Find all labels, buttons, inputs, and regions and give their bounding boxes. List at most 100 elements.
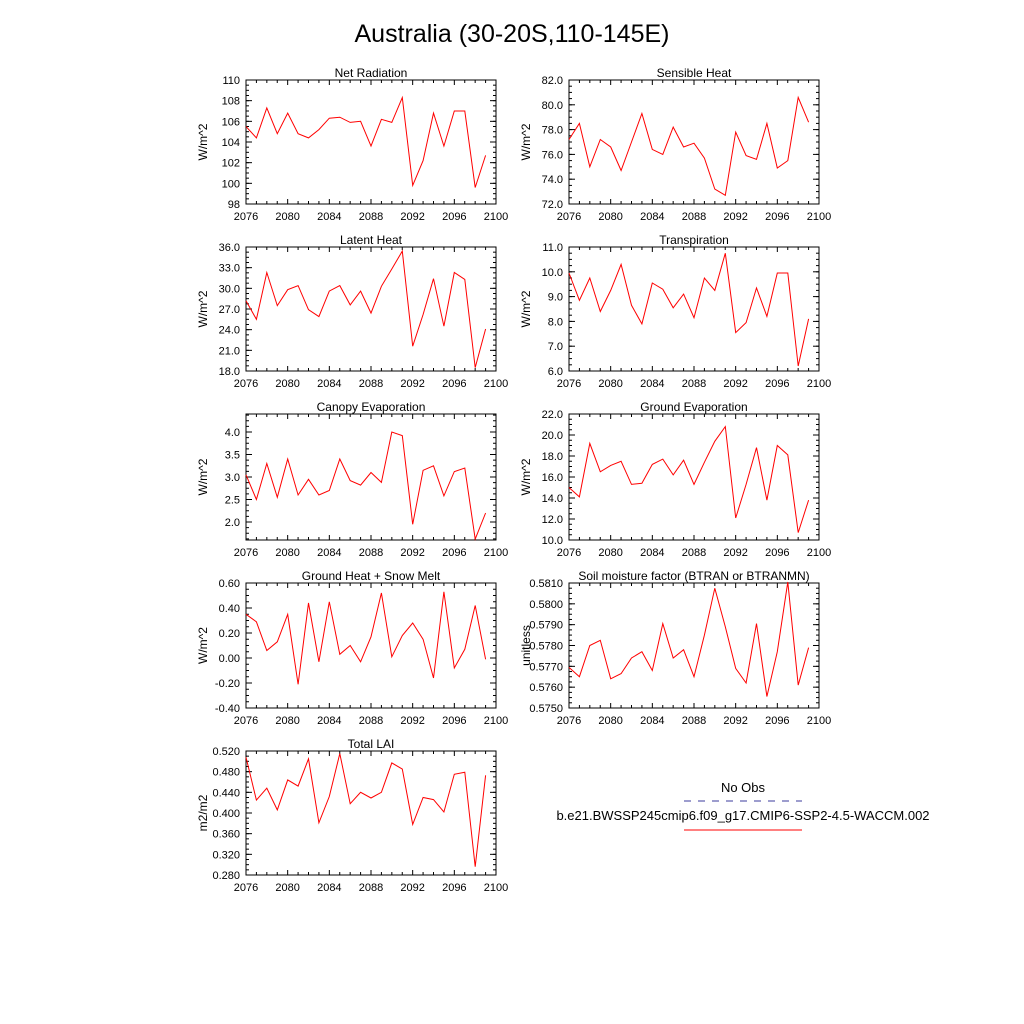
x-tick-label: 2092 [723,715,747,727]
x-tick-label: 2080 [598,547,622,559]
x-tick-label: 2096 [442,211,466,223]
panel-title: Ground Heat + Snow Melt [302,569,441,583]
x-tick-label: 2100 [807,211,831,223]
plot-frame [568,246,820,372]
plot-frame [245,246,497,372]
x-tick-label: 2076 [557,547,581,559]
x-tick-label: 2088 [682,378,706,390]
x-tick-label: 2088 [682,547,706,559]
legend: No Obs b.e21.BWSSP245cmip6.f09_g17.CMIP6… [556,780,930,831]
y-tick-label: 74.0 [542,174,563,186]
x-tick-label: 2084 [317,715,341,727]
x-tick-label: 2092 [400,211,424,223]
y-tick-label: 12.0 [542,514,563,526]
x-tick-label: 2088 [682,211,706,223]
x-tick-label: 2084 [317,547,341,559]
y-tick-label: 0.5760 [529,682,563,694]
x-tick-label: 2100 [484,547,508,559]
x-tick-label: 2084 [640,211,664,223]
y-tick-label: 8.0 [548,316,563,328]
y-tick-label: 2.0 [225,517,240,529]
plot-frame [245,750,497,876]
y-tick-label: 98 [228,199,240,211]
y-axis-label: W/m^2 [519,123,533,160]
y-tick-label: 0.480 [212,767,240,779]
y-tick-label: -0.40 [215,703,240,715]
y-tick-label: 10.0 [542,267,563,279]
x-tick-label: 2096 [765,211,789,223]
y-tick-label: 76.0 [542,149,563,161]
x-tick-label: 2096 [442,547,466,559]
x-tick-label: 2092 [400,882,424,894]
x-tick-label: 2076 [234,547,258,559]
y-tick-label: 20.0 [542,430,563,442]
x-tick-label: 2080 [275,211,299,223]
series-line [245,753,487,867]
y-tick-label: 0.360 [212,829,240,841]
panel: Ground Heat + Snow Melt W/m^2 2076 2080 2084… [196,569,508,727]
y-tick-label: 0.60 [219,578,240,590]
x-tick-label: 2076 [234,378,258,390]
y-tick-label: 2.5 [225,495,240,507]
y-tick-label: 36.0 [219,242,240,254]
y-axis-label: W/m^2 [519,458,533,495]
series-line [568,581,810,697]
x-tick-label: 2096 [442,378,466,390]
legend-model-label: b.e21.BWSSP245cmip6.f09_g17.CMIP6-SSP2-4… [556,808,929,823]
x-tick-label: 2088 [682,715,706,727]
y-tick-label: 0.5800 [529,599,563,611]
y-tick-label: 0.320 [212,849,240,861]
y-tick-label: 0.5770 [529,661,563,673]
y-axis-label: W/m^2 [196,123,210,160]
y-tick-label: 4.0 [225,427,240,439]
y-tick-label: 10.0 [542,535,563,547]
y-tick-label: 0.440 [212,787,240,799]
panel: Sensible Heat W/m^2 2076 2080 2084 2088 2092 20… [519,66,831,223]
x-tick-label: 2092 [400,715,424,727]
x-tick-label: 2080 [275,547,299,559]
x-tick-label: 2088 [359,211,383,223]
x-tick-label: 2092 [400,378,424,390]
series-line [245,591,487,685]
panel-title: Sensible Heat [657,66,732,80]
y-tick-label: 102 [222,158,240,170]
x-tick-label: 2076 [234,715,258,727]
y-tick-label: 0.20 [219,628,240,640]
x-tick-label: 2076 [557,378,581,390]
y-tick-label: 72.0 [542,199,563,211]
panel-title: Net Radiation [335,66,408,80]
x-tick-label: 2092 [723,378,747,390]
x-tick-label: 2100 [807,547,831,559]
plot-frame [568,413,820,541]
panel-title: Latent Heat [340,233,403,247]
y-tick-label: 110 [222,75,240,87]
x-tick-label: 2100 [807,715,831,727]
y-tick-label: 3.0 [225,472,240,484]
x-tick-label: 2080 [598,715,622,727]
y-tick-label: 18.0 [219,366,240,378]
y-tick-label: 16.0 [542,472,563,484]
series-line [245,95,487,188]
x-tick-label: 2076 [234,211,258,223]
y-tick-label: 0.520 [212,746,240,758]
y-tick-label: 30.0 [219,283,240,295]
y-tick-label: 14.0 [542,493,563,505]
plot-frame [245,413,497,541]
y-tick-label: 100 [222,178,240,190]
x-tick-label: 2088 [359,378,383,390]
y-tick-label: 0.5750 [529,703,563,715]
y-tick-label: 106 [222,116,240,128]
panel-title: Transpiration [659,233,729,247]
panels: Net Radiation W/m^2 2076 2080 2084 2088 2092 20… [196,66,831,894]
y-tick-label: 0.00 [219,653,240,665]
panel: Latent Heat W/m^2 2076 2080 2084 2088 2092 2096… [196,233,508,390]
x-tick-label: 2080 [598,211,622,223]
y-tick-label: 22.0 [542,409,563,421]
y-axis-label: W/m^2 [196,458,210,495]
x-tick-label: 2092 [723,547,747,559]
x-tick-label: 2084 [640,547,664,559]
y-tick-label: 11.0 [542,242,563,254]
plot-frame [245,582,497,709]
y-tick-label: -0.20 [215,678,240,690]
